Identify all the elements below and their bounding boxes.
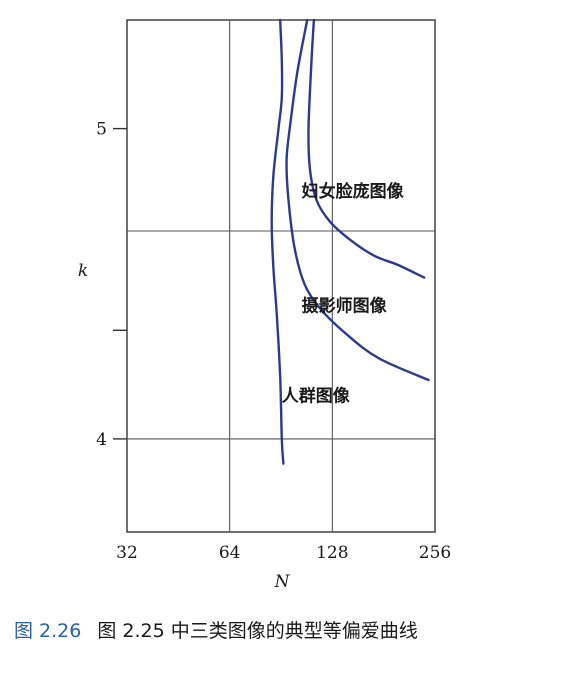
- y-axis-title: k: [78, 261, 88, 281]
- x-tick-label: 128: [316, 543, 348, 563]
- curves: [270, 18, 430, 465]
- y-tick-label: 4: [96, 430, 107, 450]
- axis-ticks: 4 5 32 64 128 256: [96, 120, 451, 563]
- caption-number: 图 2.26: [14, 620, 82, 642]
- curve-woman-face: [307, 18, 426, 279]
- curve-crowd: [270, 18, 285, 465]
- label-woman-face: 妇女脸庞图像: [301, 181, 405, 202]
- grid-lines: [127, 20, 435, 532]
- label-crowd: 人群图像: [282, 386, 351, 407]
- caption-text: 图 2.25 中三类图像的典型等偏爱曲线: [97, 620, 418, 642]
- figure-caption: 图 2.26 图 2.25 中三类图像的典型等偏爱曲线: [14, 616, 418, 643]
- y-tick-label: 5: [96, 120, 107, 140]
- curve-cameraman: [285, 18, 430, 382]
- label-cameraman: 摄影师图像: [302, 296, 388, 317]
- x-axis-title: N: [274, 572, 291, 592]
- x-tick-label: 256: [419, 543, 451, 563]
- x-tick-label: 32: [116, 543, 138, 563]
- x-tick-label: 64: [219, 543, 241, 563]
